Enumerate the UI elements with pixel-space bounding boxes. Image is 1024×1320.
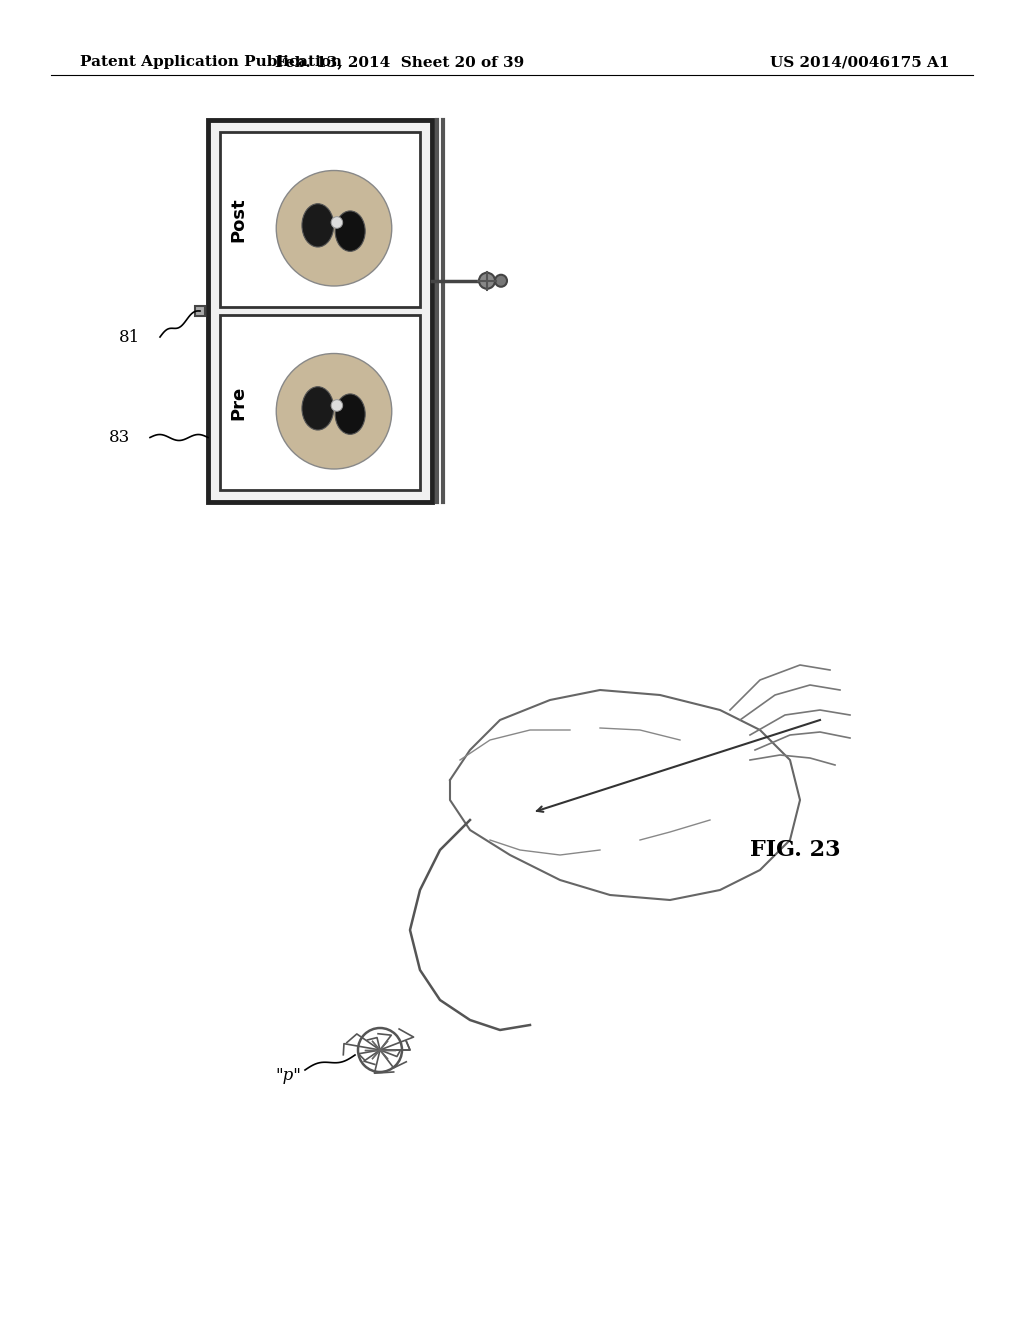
Circle shape (495, 275, 507, 286)
Text: Patent Application Publication: Patent Application Publication (80, 55, 342, 69)
Circle shape (331, 400, 343, 412)
Bar (208, 120, 432, 502)
Text: Post: Post (229, 197, 247, 242)
Bar (220, 315, 420, 490)
Text: Pre: Pre (229, 385, 247, 420)
Text: Feb. 13, 2014  Sheet 20 of 39: Feb. 13, 2014 Sheet 20 of 39 (275, 55, 524, 69)
Circle shape (276, 354, 392, 469)
Text: 83: 83 (109, 429, 130, 446)
Bar (195, 306, 205, 315)
Text: 81: 81 (119, 329, 140, 346)
Circle shape (276, 170, 392, 286)
Ellipse shape (302, 387, 334, 430)
Text: "p": "p" (275, 1067, 301, 1084)
Circle shape (331, 216, 343, 228)
Circle shape (479, 273, 495, 289)
Bar (220, 132, 420, 308)
Ellipse shape (335, 393, 366, 434)
Ellipse shape (302, 203, 334, 247)
Ellipse shape (335, 211, 366, 251)
Text: FIG. 23: FIG. 23 (750, 840, 841, 861)
Text: US 2014/0046175 A1: US 2014/0046175 A1 (770, 55, 950, 69)
